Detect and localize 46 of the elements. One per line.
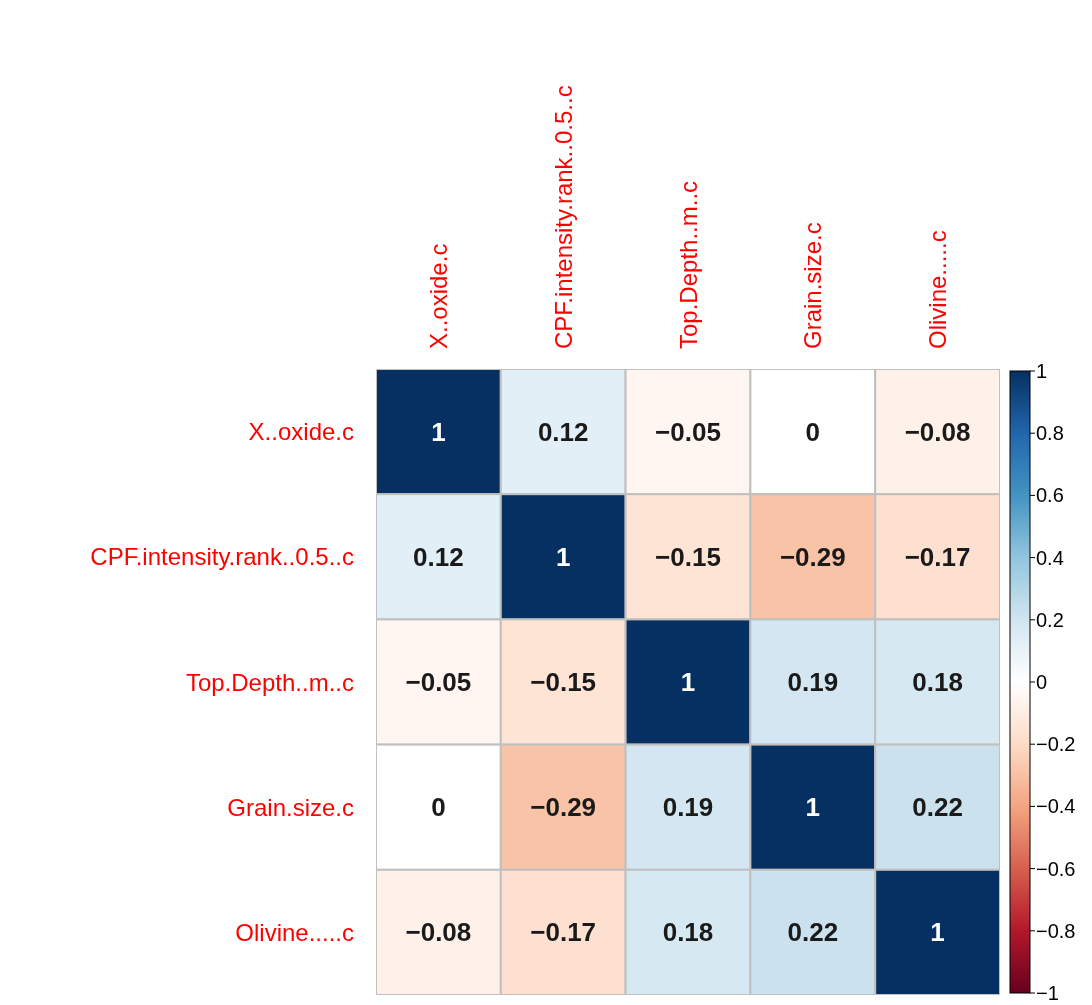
data-label: 1: [930, 917, 945, 948]
color-bar-label: −1: [1036, 982, 1059, 1004]
data-label: −0.29: [530, 792, 597, 823]
data-label: 0: [805, 416, 821, 447]
y-tick-label: Grain.size.c: [227, 793, 354, 821]
x-tick-label: Olivine.....c: [924, 230, 952, 349]
data-label: −0.17: [530, 917, 597, 948]
y-tick-label: X..oxide.c: [248, 418, 354, 446]
data-label: 0.22: [912, 792, 963, 823]
data-label: 1: [680, 667, 696, 697]
data-label: −0.15: [655, 541, 721, 572]
x-tick-label: X..oxide.c: [424, 243, 452, 349]
data-label: 1: [555, 541, 571, 572]
data-label: 0.18: [912, 667, 963, 697]
data-label: −0.08: [904, 416, 971, 447]
y-tick-label: Top.Depth..m..c: [185, 668, 354, 696]
y-tick-label: CPF.intensity.rank..0.5..c: [90, 543, 354, 571]
color-bar-label: 0.4: [1036, 546, 1064, 569]
data-label: 0.12: [413, 541, 464, 572]
data-label: −0.05: [655, 416, 721, 447]
color-bar-label: −0.4: [1036, 795, 1076, 818]
x-tick-label: CPF.intensity.rank..0.5..c: [549, 85, 577, 349]
color-bar-label: −0.2: [1036, 733, 1076, 756]
data-label: −0.08: [405, 917, 472, 948]
color-bar-label: −0.8: [1036, 919, 1076, 942]
data-label: 1: [431, 416, 446, 447]
data-label: 0.19: [787, 667, 839, 697]
color-bar-label: −0.6: [1036, 857, 1076, 880]
x-tick-label: Grain.size.c: [799, 222, 827, 349]
data-label: 0: [431, 792, 446, 823]
color-bar-label: 1: [1036, 360, 1048, 382]
data-label: 0.18: [662, 917, 714, 948]
data-label: 0.22: [787, 917, 839, 948]
data-label: 0.12: [537, 416, 589, 447]
color-bar-label: 0: [1036, 671, 1048, 693]
data-label: −0.17: [904, 541, 971, 572]
color-bar-label: 0.6: [1036, 484, 1064, 507]
x-tick-label: Top.Depth..m..c: [674, 180, 702, 349]
y-tick-label: Olivine.....c: [235, 918, 354, 946]
data-label: 0.19: [662, 792, 714, 823]
data-label: 1: [805, 792, 821, 823]
color-bar-label: 0.2: [1036, 608, 1064, 631]
data-label: −0.05: [405, 667, 472, 697]
data-label: −0.15: [530, 667, 597, 697]
data-label: −0.29: [779, 541, 846, 572]
color-bar-label: 0.8: [1036, 422, 1064, 445]
